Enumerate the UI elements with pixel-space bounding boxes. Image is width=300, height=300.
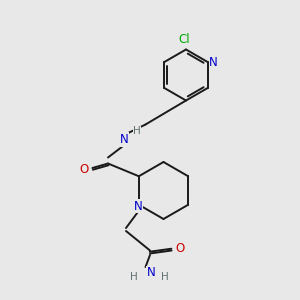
Text: N: N: [120, 133, 129, 146]
Text: Cl: Cl: [179, 33, 190, 46]
Text: O: O: [176, 242, 184, 256]
Text: N: N: [146, 266, 155, 280]
Text: H: H: [133, 126, 141, 136]
Text: H: H: [161, 272, 169, 283]
Text: O: O: [80, 163, 88, 176]
Text: H: H: [130, 272, 138, 283]
Text: N: N: [209, 56, 218, 69]
Text: N: N: [134, 200, 142, 213]
